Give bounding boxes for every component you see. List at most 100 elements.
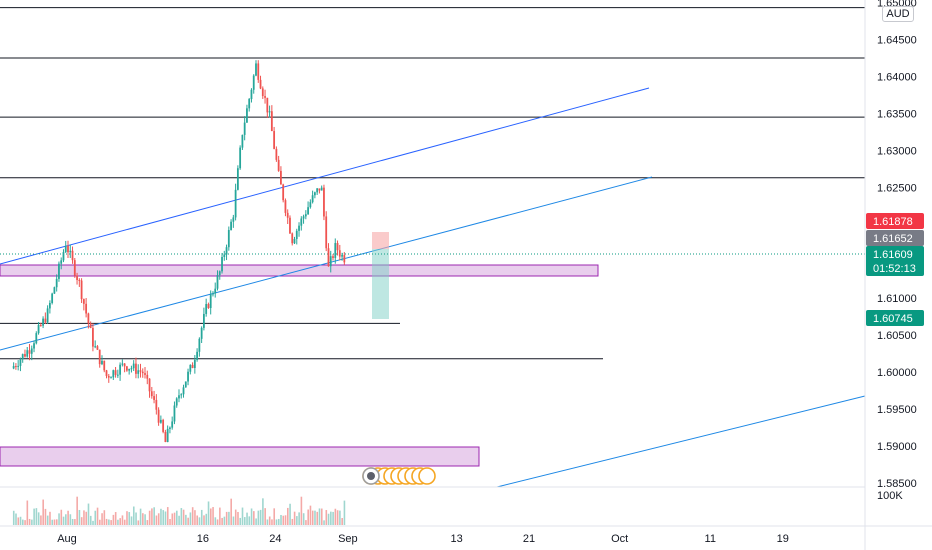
candle-body (62, 252, 65, 261)
currency-label[interactable]: AUD (882, 6, 914, 22)
event-icons[interactable] (362, 467, 436, 485)
volume-bar (178, 515, 180, 525)
volume-bar (232, 516, 235, 525)
volume-bar (194, 510, 196, 525)
candle-body (275, 148, 278, 160)
candle-body (46, 308, 49, 323)
volume-bar (80, 517, 83, 525)
volume-bar (205, 513, 208, 525)
price-axis[interactable]: 1.65000 1.64500 1.64000 1.63500 1.63000 1.625… (877, 0, 917, 490)
volume-bar (268, 516, 271, 525)
candle-body (205, 304, 208, 314)
candle-body (239, 147, 242, 169)
volume-bars (12, 496, 346, 525)
candle-body (230, 221, 232, 231)
candle-body (148, 378, 151, 392)
volume-bar (67, 510, 69, 525)
candle-body (338, 250, 341, 257)
candle-body (73, 260, 76, 276)
volume-bar (300, 496, 303, 525)
candle-body (282, 184, 285, 201)
candle-body (28, 350, 31, 354)
volume-bar (180, 508, 183, 525)
volume-bar (69, 514, 72, 525)
volume-bar (191, 507, 194, 525)
price-tick-label: 1.60500 (877, 330, 917, 342)
position-stop-zone[interactable] (372, 232, 389, 249)
candle-body (85, 303, 88, 314)
volume-bar (83, 510, 85, 525)
volume-bar (291, 518, 294, 525)
candle-body (236, 168, 239, 190)
candle-body (141, 371, 144, 374)
candle-body (139, 370, 142, 372)
volume-bar (62, 516, 65, 525)
candle-body (150, 391, 153, 397)
trend-line-lower[interactable] (496, 395, 866, 488)
volume-bar (209, 508, 212, 525)
volume-bar (155, 515, 158, 525)
time-tick-label: 13 (450, 533, 462, 545)
volume-bar (248, 516, 251, 525)
volume-bar (305, 520, 307, 525)
volume-bar (325, 510, 328, 525)
candle-body (302, 216, 305, 219)
candle-body (268, 111, 271, 113)
volume-bar (219, 507, 221, 525)
candle-body (119, 364, 121, 375)
volume-bar (166, 507, 169, 525)
volume-bar (148, 510, 151, 525)
volume-bar (112, 514, 115, 525)
volume-bar (105, 518, 108, 525)
candle-body (334, 243, 337, 258)
candle-body (162, 419, 165, 432)
price-badge (866, 230, 924, 246)
candle-body (78, 280, 81, 282)
trend-line-upper[interactable] (0, 87, 650, 265)
position-target-zone[interactable] (372, 249, 389, 319)
time-tick-label: Aug (57, 533, 77, 545)
candle-body (261, 88, 264, 97)
volume-bar (234, 509, 237, 525)
trend-line-middle[interactable] (0, 176, 653, 351)
candle-body (125, 366, 128, 371)
volume-bar (146, 520, 149, 525)
volume-bar (28, 518, 31, 525)
candle-body (87, 313, 90, 324)
volume-bar (284, 515, 287, 525)
candle-body (48, 302, 51, 309)
volume-bar (314, 510, 316, 525)
volume-bar (171, 513, 174, 525)
volume-bar (87, 503, 90, 525)
candle-body (277, 159, 280, 171)
volume-bar (103, 510, 106, 525)
candle-body (257, 63, 260, 80)
candle-body (266, 97, 269, 113)
volume-bar (22, 519, 24, 525)
candle-body (121, 363, 124, 365)
volume-bar (119, 518, 121, 525)
volume-bar (153, 507, 155, 525)
price-badge (866, 213, 924, 229)
candle-body (241, 134, 244, 148)
support-zone[interactable] (0, 446, 480, 467)
candle-body (94, 346, 97, 348)
volume-bar (185, 514, 187, 525)
volume-bar (51, 519, 54, 525)
candle-body (227, 230, 230, 248)
candle-body (311, 195, 314, 203)
time-axis[interactable]: Aug 16 24 Sep 13 21 Oct 11 19 (57, 533, 789, 545)
candle-body (169, 427, 171, 429)
volume-bar (277, 518, 280, 525)
volume-bar (92, 520, 94, 525)
candle-body (246, 108, 248, 123)
price-tick-label: 1.60000 (877, 367, 917, 379)
candle-body (341, 255, 343, 257)
volume-bar (128, 512, 131, 525)
volume-bar (246, 512, 248, 525)
candle-body (327, 248, 330, 267)
economic-event-icon (418, 467, 436, 485)
candle-body (173, 405, 176, 422)
volume-bar (275, 519, 278, 525)
